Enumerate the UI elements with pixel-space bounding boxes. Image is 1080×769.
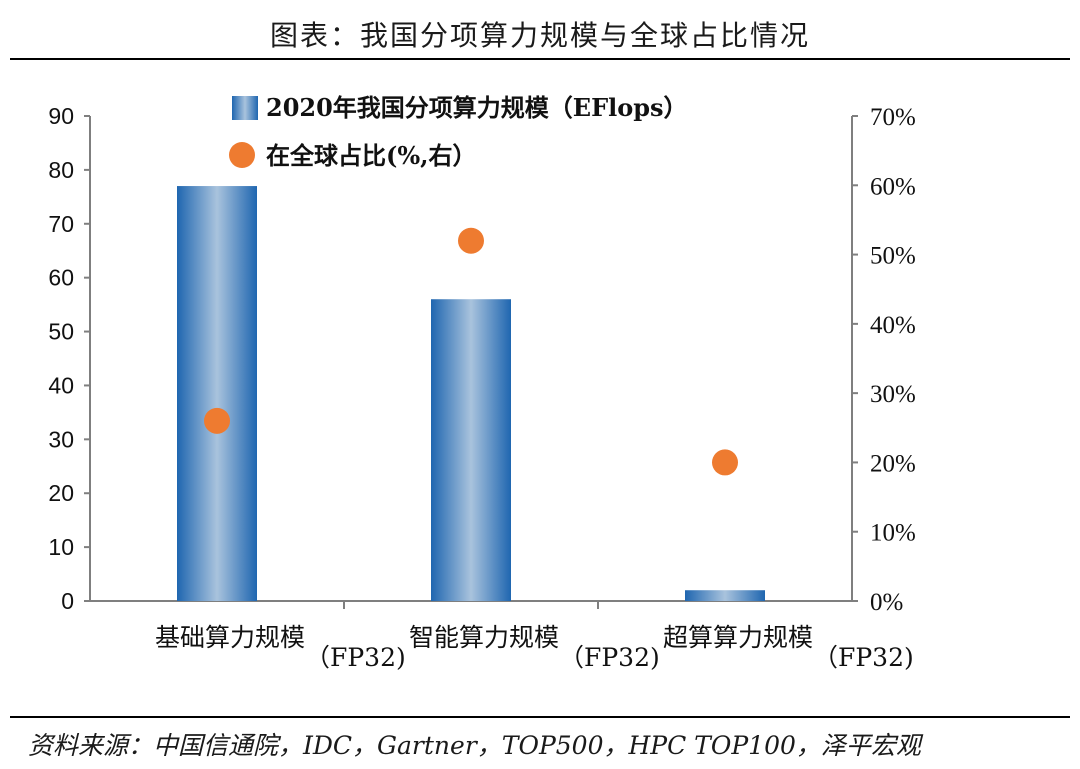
share-dot xyxy=(458,227,484,254)
right-tick-label: 60% xyxy=(870,173,916,200)
left-tick-label: 30 xyxy=(48,426,74,452)
bottom-rule xyxy=(10,716,1070,718)
right-tick-label: 0% xyxy=(870,589,903,616)
left-tick-label: 40 xyxy=(48,372,74,398)
right-tick-label: 20% xyxy=(870,450,916,477)
top-rule xyxy=(10,58,1070,60)
share-dot xyxy=(712,449,738,476)
left-tick-label: 20 xyxy=(48,480,74,506)
legend-bar-label: 2020年我国分项算力规模（EFlops） xyxy=(266,93,688,122)
bar xyxy=(431,299,511,601)
right-tick-label: 40% xyxy=(870,312,916,339)
right-tick-label: 10% xyxy=(870,520,916,547)
axes: 0 10 20 30 40 50 60 70 80 90 0% 10% 20% 30% 40% 50% 60% 7… xyxy=(48,103,915,672)
legend-dot-label: 在全球占比(%,右） xyxy=(266,141,477,170)
left-tick-label: 10 xyxy=(48,534,74,560)
legend-bar-swatch xyxy=(232,96,258,120)
left-tick-label: 50 xyxy=(48,319,74,345)
chart-title: 图表：我国分项算力规模与全球占比情况 xyxy=(269,19,810,52)
left-tick-label: 80 xyxy=(48,157,74,183)
dot-series xyxy=(204,227,738,476)
legend-dot-swatch xyxy=(229,142,255,168)
combo-chart: 0 10 20 30 40 50 60 70 80 90 0% 10% 20% 30% 40% 50% 60% 7… xyxy=(48,93,915,672)
category-label: 超算算力规模（FP32) xyxy=(663,623,914,672)
left-tick-label: 60 xyxy=(48,265,74,291)
bar xyxy=(177,186,257,602)
right-tick-label: 30% xyxy=(870,381,916,408)
left-tick-label: 90 xyxy=(48,103,74,129)
left-tick-label: 70 xyxy=(48,211,74,237)
bar-series xyxy=(177,186,765,602)
category-label: 基础算力规模（FP32) xyxy=(155,623,406,672)
category-label: 智能算力规模（FP32) xyxy=(409,623,660,672)
share-dot xyxy=(204,407,230,434)
right-tick-label: 70% xyxy=(870,104,916,131)
source-note: 资料来源：中国信通院，IDC，Gartner，TOP500，HPC TOP100… xyxy=(28,731,921,760)
right-tick-label: 50% xyxy=(870,243,916,270)
left-tick-label: 0 xyxy=(61,588,74,614)
legend: 2020年我国分项算力规模（EFlops） 在全球占比(%,右） xyxy=(229,93,688,170)
bar xyxy=(685,590,765,601)
